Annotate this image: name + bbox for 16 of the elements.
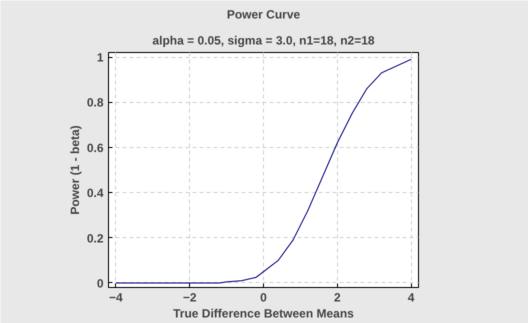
x-tick-label: 4 bbox=[408, 290, 415, 304]
y-tick-label: 0.6 bbox=[86, 140, 104, 155]
x-tick-label: −4 bbox=[109, 290, 124, 304]
y-axis-title: Power (1 - beta) bbox=[68, 125, 82, 215]
chart-title: Power Curve bbox=[226, 8, 301, 22]
x-tick-label: −2 bbox=[182, 290, 197, 304]
x-tick-label: 0 bbox=[260, 290, 268, 304]
chart-subtitle: alpha = 0.05, sigma = 3.0, n1=18, n2=18 bbox=[152, 34, 375, 48]
x-axis-title: True Difference Between Means bbox=[173, 306, 354, 320]
y-tick-label: 0.2 bbox=[86, 231, 104, 246]
y-tick-label: 0 bbox=[96, 276, 104, 290]
y-tick-label: 1 bbox=[96, 50, 104, 65]
line-series bbox=[115, 58, 412, 284]
y-tick-label: 0.4 bbox=[86, 186, 104, 200]
x-tick-label: 2 bbox=[334, 290, 341, 304]
y-tick-label: 0.8 bbox=[86, 96, 104, 110]
